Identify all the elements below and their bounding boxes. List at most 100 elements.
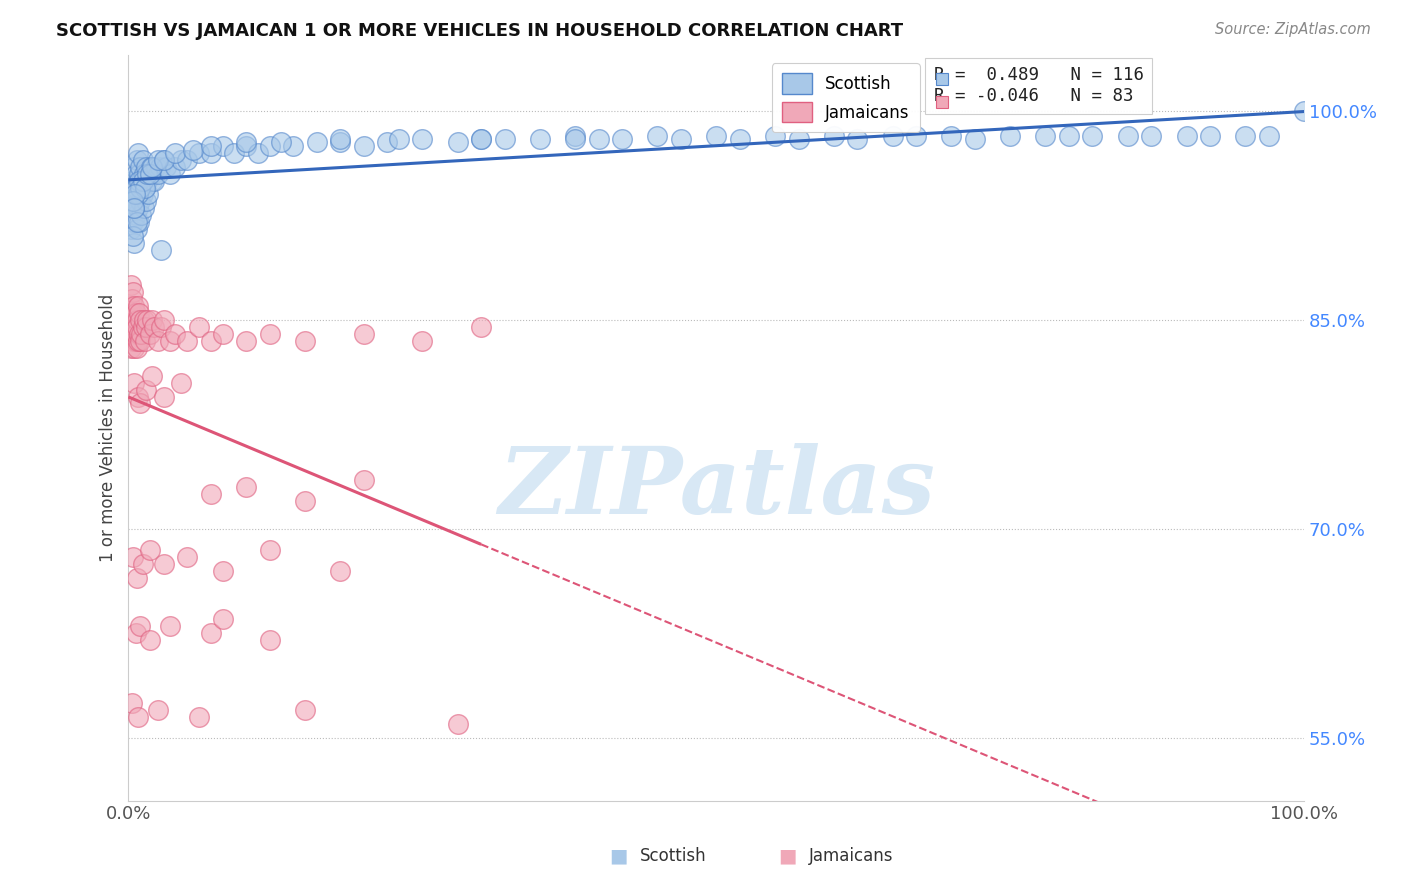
Point [122,326,145,341]
Point [127,145,149,160]
Point [122,202,145,216]
Point [124,376,146,390]
Point [353,326,375,341]
Point [124,187,146,202]
Point [149,160,172,174]
Point [170,153,193,167]
Point [211,138,233,153]
Text: SCOTTISH VS JAMAICAN 1 OR MORE VEHICLES IN HOUSEHOLD CORRELATION CHART: SCOTTISH VS JAMAICAN 1 OR MORE VEHICLES … [56,22,904,40]
Point [127,187,149,202]
Text: ZIPatlas: ZIPatlas [498,442,935,533]
Point [141,173,163,187]
Point [129,160,152,174]
Text: ■: ■ [778,847,797,866]
Text: R =  0.489   N = 116
R = -0.046   N = 83: R = 0.489 N = 116 R = -0.046 N = 83 [934,66,1143,105]
Point [125,187,148,202]
Point [136,167,159,181]
Point [152,390,174,404]
Point [259,326,281,341]
Point [188,319,211,334]
Text: Jamaicans: Jamaicans [808,847,893,865]
Point [470,132,492,146]
Point [128,167,150,181]
Point [259,138,281,153]
Point [388,132,411,146]
Point [165,145,187,160]
Point [139,160,162,174]
Point [121,334,143,348]
Point [1175,128,1198,143]
Point [124,306,146,320]
Point [128,306,150,320]
Point [146,703,169,717]
Point [159,334,181,348]
Point [152,313,174,327]
Point [1257,128,1279,143]
Point [647,128,669,143]
Point [131,319,153,334]
Point [188,710,211,724]
Point [143,319,166,334]
Point [150,244,173,258]
Point [121,292,143,306]
Point [122,229,145,244]
Point [150,319,173,334]
Point [138,167,160,181]
Point [1234,128,1257,143]
Point [124,167,146,181]
Point [146,153,169,167]
Point [211,564,233,578]
Point [941,128,963,143]
Point [136,173,159,187]
Point [134,180,156,194]
Point [132,202,155,216]
Point [125,341,148,355]
Point [235,334,257,348]
Point [121,173,143,187]
Point [121,696,143,710]
Text: ■: ■ [609,847,628,866]
Point [125,571,148,585]
Point [138,542,160,557]
Point [176,153,198,167]
Point [224,145,246,160]
Point [612,132,634,146]
Point [305,135,328,149]
Point [124,299,146,313]
Point [963,132,986,146]
Point [127,710,149,724]
Point [118,299,141,313]
Point [131,153,153,167]
Point [1140,128,1163,143]
Point [200,487,222,501]
Point [122,549,145,564]
Point [124,180,146,194]
Point [446,135,468,149]
Point [122,306,145,320]
Point [211,326,233,341]
Point [165,160,187,174]
Point [132,167,155,181]
Point [375,135,398,149]
Point [131,173,153,187]
Point [132,313,155,327]
Point [134,334,156,348]
Point [1081,128,1104,143]
Point [728,132,751,146]
Point [138,326,160,341]
Point [125,153,148,167]
Point [152,153,174,167]
Point [145,160,167,174]
Point [329,132,352,146]
Point [159,167,181,181]
Point [124,319,146,334]
Point [235,135,257,149]
Point [127,202,149,216]
Point [494,132,516,146]
Point [127,173,149,187]
Point [124,202,146,216]
Point [176,334,198,348]
Point [763,128,786,143]
Point [281,138,304,153]
Point [1116,128,1139,143]
